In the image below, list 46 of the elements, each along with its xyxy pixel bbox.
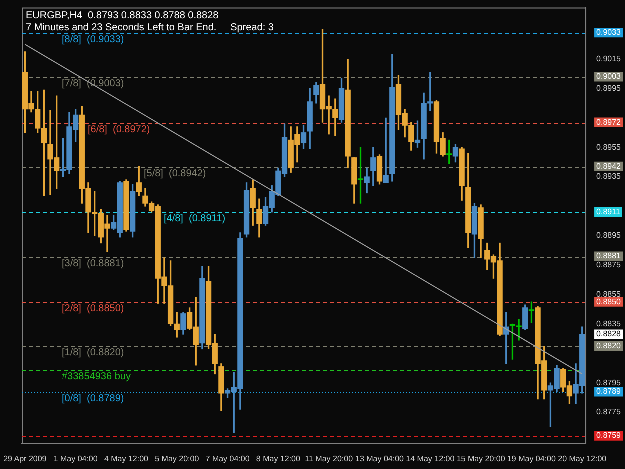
x-tick-label: 11 May 20:00: [305, 454, 354, 464]
x-tick-label: 8 May 12:00: [256, 454, 301, 464]
y-tick-label: 0.8828: [596, 330, 622, 339]
y-tick-label: 0.8911: [596, 208, 621, 217]
y-tick-label: 0.8850: [596, 297, 622, 306]
y-tick-label: 0.8759: [596, 431, 622, 440]
y-tick-label: 0.8875: [596, 260, 622, 270]
ref-line-label: [5/8] (0.8942): [144, 168, 206, 180]
y-tick-label: 0.9003: [596, 72, 622, 82]
ref-line-label: [8/8] (0.9033): [62, 34, 124, 46]
ref-line-label: #33854936 buy: [62, 371, 131, 382]
x-tick-label: 19 May 04:00: [507, 454, 556, 464]
y-tick-label: 0.8881: [596, 252, 622, 261]
y-tick-label: 0.9015: [596, 54, 622, 64]
text: 7 Minutes and 23 Seconds Left to Bar End. Spread: 3: [26, 22, 274, 34]
y-tick-label: 0.8895: [596, 231, 622, 240]
x-tick-label: 20 May 12:00: [558, 454, 608, 464]
ref-line-label: [3/8] (0.8881): [62, 258, 124, 270]
y-tick-label: 0.8775: [596, 408, 622, 417]
x-tick-label: 13 May 04:00: [356, 454, 405, 464]
y-tick-label: 0.8955: [596, 142, 622, 152]
x-tick-label: 15 May 20:00: [456, 454, 506, 464]
x-tick-label: 5 May 20:00: [155, 454, 200, 464]
y-tick-label: 0.9033: [596, 28, 622, 38]
y-tick-label: 0.8995: [596, 84, 622, 93]
candlestick: [383, 118, 389, 184]
ref-line-label: [0/8] (0.8789): [62, 393, 124, 404]
x-tick-label: 29 Apr 2009: [4, 454, 48, 464]
ref-line-label: [4/8] (0.8911): [164, 213, 226, 224]
y-tick-label: 0.8935: [596, 172, 622, 182]
x-tick-label: 14 May 12:00: [406, 454, 456, 464]
y-tick-label: 0.8835: [596, 319, 622, 328]
candlestick: [516, 319, 522, 341]
y-tick-label: 0.8820: [596, 341, 622, 350]
ref-line-label: [6/8] (0.8972): [88, 124, 150, 136]
x-tick-label: 1 May 04:00: [54, 454, 98, 464]
chart-title: EURGBP,H4 0.8793 0.8833 0.8788 0.8828: [26, 10, 220, 22]
x-tick-label: 7 May 04:00: [206, 454, 250, 464]
y-tick-label: 0.8942: [596, 162, 622, 171]
y-tick-label: 0.8789: [596, 387, 622, 396]
y-tick-label: 0.8972: [596, 118, 622, 127]
y-tick-label: 0.8795: [596, 378, 622, 388]
ref-line-label: [1/8] (0.8820): [62, 347, 124, 358]
x-tick-label: 4 May 12:00: [104, 454, 150, 464]
y-tick-label: 0.8855: [596, 290, 622, 299]
ref-line-label: [2/8] (0.8850): [62, 303, 124, 314]
